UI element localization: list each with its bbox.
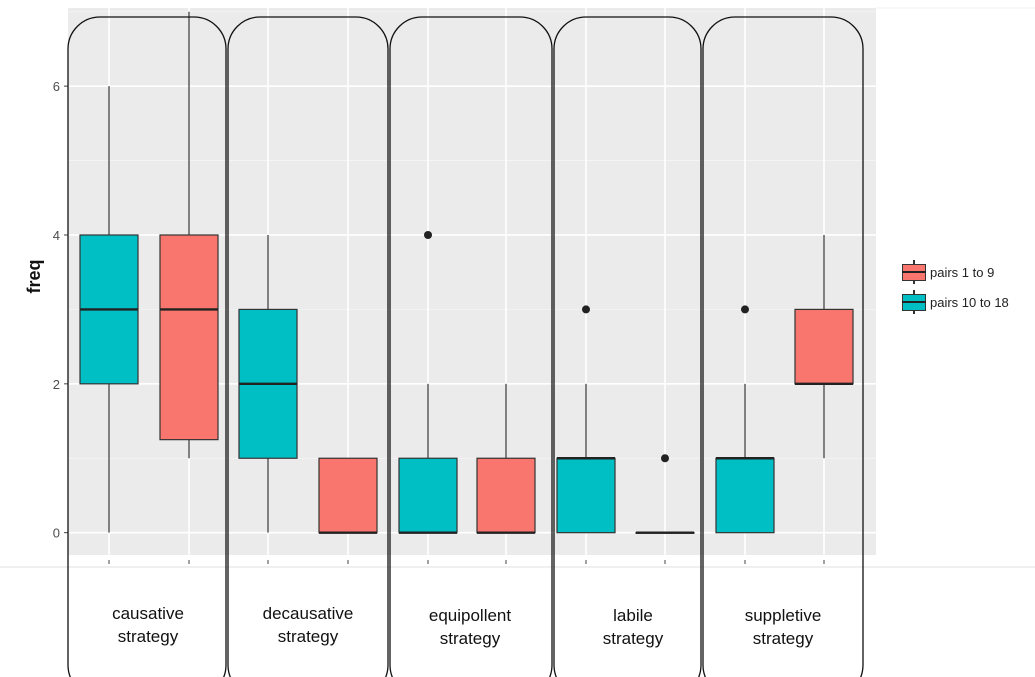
y-axis-label: freq — [24, 259, 44, 293]
strategy-label-line1: equipollent — [428, 606, 512, 625]
box — [476, 457, 536, 534]
strategy-label-line1: decausative — [262, 604, 354, 623]
strategy-label-labile: labile strategy — [553, 604, 713, 650]
y-tick-label: 2 — [53, 377, 60, 392]
strategy-group-outline — [227, 16, 389, 677]
legend-item-pairs-10-to-18: pairs 10 to 18 — [902, 287, 1009, 317]
legend: pairs 1 to 9 pairs 10 to 18 — [902, 257, 1009, 317]
legend-item-pairs-1-to-9: pairs 1 to 9 — [902, 257, 1009, 287]
strategy-label-line2: strategy — [439, 629, 501, 648]
box — [159, 234, 219, 441]
strategy-label-causative: causative strategy — [68, 602, 228, 648]
y-tick-label: 6 — [53, 79, 60, 94]
strategy-label-line2: strategy — [277, 627, 339, 646]
strategy-group-outline — [389, 16, 553, 677]
box — [715, 457, 775, 534]
strategy-group-outline — [702, 16, 864, 677]
strategy-label-line1: labile — [613, 606, 653, 625]
box — [794, 308, 854, 385]
strategy-label-line2: strategy — [602, 629, 664, 648]
strategy-label-line2: strategy — [752, 629, 814, 648]
box — [318, 457, 378, 534]
strategy-group-outline — [553, 16, 702, 677]
outlier-point — [582, 305, 590, 314]
box — [556, 457, 616, 534]
strategy-label-line1: causative — [112, 604, 184, 623]
legend-label: pairs 10 to 18 — [930, 294, 1009, 310]
box — [398, 457, 458, 534]
strategy-label-line2: strategy — [117, 627, 179, 646]
legend-key-teal — [902, 290, 926, 314]
outlier-point — [661, 454, 669, 463]
y-tick-label: 0 — [53, 526, 60, 541]
outlier-point — [741, 305, 749, 314]
strategy-group-outline — [67, 16, 227, 677]
strategy-label-suppletive: suppletive strategy — [703, 604, 863, 650]
y-tick-label: 4 — [53, 228, 60, 243]
strategy-label-line1: suppletive — [744, 606, 822, 625]
outlier-point — [424, 230, 432, 239]
legend-key-red — [902, 260, 926, 284]
strategy-label-equipollent: equipollent strategy — [390, 604, 550, 650]
legend-label: pairs 1 to 9 — [930, 264, 995, 280]
strategy-label-decausative: decausative strategy — [228, 602, 388, 648]
